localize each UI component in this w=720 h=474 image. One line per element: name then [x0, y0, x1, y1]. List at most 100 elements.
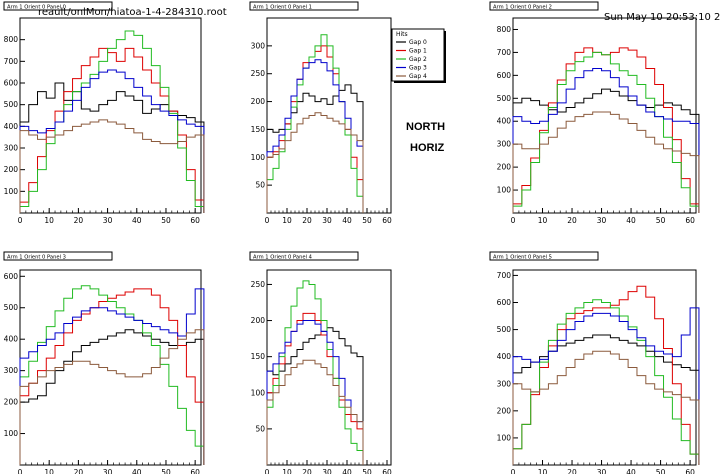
y-tick-label: 100 — [4, 187, 19, 196]
panel-title-box — [249, 251, 359, 261]
y-tick-label: 100 — [251, 388, 266, 397]
x-tick-label: 10 — [282, 468, 292, 474]
series-gap-3 — [19, 288, 205, 465]
panel-title-box — [489, 1, 599, 11]
timestamp-label: Sun May 10 20:53:10 2009 — [604, 12, 720, 23]
x-tick-label: 50 — [656, 216, 666, 225]
y-tick-label: 200 — [4, 165, 19, 174]
legend-title: Hits — [396, 31, 408, 38]
panel-title: Arm 1 Orient 0 Panel 3 — [7, 254, 66, 260]
x-tick-label: 60 — [190, 216, 200, 225]
north-label: NORTH — [406, 121, 446, 133]
series-gap-3 — [266, 320, 364, 465]
panel-title: Arm 1 Orient 0 Panel 0 — [7, 4, 66, 10]
x-tick-label: 30 — [322, 216, 332, 225]
x-tick-label: 30 — [103, 216, 113, 225]
series-gap-1 — [512, 47, 700, 213]
panel-title: Arm 1 Orient 0 Panel 1 — [253, 4, 312, 10]
y-tick-label: 600 — [4, 79, 19, 88]
plot-frame — [266, 269, 392, 466]
series-gap-4 — [19, 329, 205, 465]
series-gap-3 — [512, 67, 700, 213]
y-tick-label: 100 — [251, 153, 266, 162]
x-tick-label: 40 — [132, 216, 142, 225]
y-tick-label: 500 — [4, 100, 19, 109]
series-gap-2 — [512, 51, 700, 213]
x-tick-label: 0 — [511, 216, 516, 225]
y-tick-label: 700 — [497, 271, 512, 280]
x-tick-label: 60 — [685, 468, 695, 474]
plot-frame — [19, 17, 202, 214]
series-gap-2 — [19, 30, 205, 213]
series-gap-3 — [512, 307, 700, 465]
panel-title-box — [249, 1, 359, 11]
x-tick-label: 10 — [282, 216, 292, 225]
y-tick-label: 300 — [497, 140, 512, 149]
legend-entry: Gap 3 — [409, 65, 427, 72]
series-gap-3 — [19, 69, 205, 213]
series-gap-4 — [266, 112, 364, 213]
x-tick-label: 0 — [265, 216, 270, 225]
x-tick-label: 0 — [265, 468, 270, 474]
x-tick-label: 10 — [44, 468, 54, 474]
series-gap-0 — [512, 88, 700, 213]
panel-1: Arm 1 Orient 0 Panel 1 0 10 20 30 40 50 60 50 100… — [249, 1, 392, 225]
y-tick-label: 400 — [4, 122, 19, 131]
x-tick-label: 60 — [190, 468, 200, 474]
y-tick-label: 200 — [251, 316, 266, 325]
y-tick-label: 250 — [251, 280, 266, 289]
plot-frame — [19, 269, 202, 466]
panel-title-box — [489, 251, 599, 261]
x-tick-label: 30 — [103, 468, 113, 474]
legend-entry: Gap 4 — [409, 73, 427, 80]
series-gap-0 — [19, 329, 205, 465]
legend-entry: Gap 2 — [409, 56, 427, 63]
x-tick-label: 0 — [18, 468, 23, 474]
x-tick-label: 60 — [382, 468, 392, 474]
x-tick-label: 40 — [342, 468, 352, 474]
x-tick-label: 0 — [18, 216, 23, 225]
y-tick-label: 300 — [251, 41, 266, 50]
series-gap-4 — [512, 350, 700, 465]
x-tick-label: 10 — [538, 468, 548, 474]
series-gap-2 — [512, 299, 700, 465]
x-tick-label: 50 — [161, 468, 171, 474]
series-gap-4 — [266, 359, 364, 465]
series-gap-1 — [19, 288, 205, 465]
panel-title: Arm 1 Orient 0 Panel 2 — [493, 4, 552, 10]
y-tick-label: 700 — [497, 48, 512, 57]
x-tick-label: 30 — [597, 216, 607, 225]
x-tick-label: 60 — [685, 216, 695, 225]
panel-title: Arm 1 Orient 0 Panel 5 — [493, 254, 552, 260]
y-tick-label: 150 — [251, 125, 266, 134]
y-tick-label: 250 — [251, 69, 266, 78]
x-tick-label: 30 — [597, 468, 607, 474]
x-tick-label: 20 — [74, 468, 84, 474]
y-tick-label: 800 — [497, 25, 512, 34]
horiz-label: HORIZ — [410, 142, 445, 154]
legend-entry: Gap 0 — [409, 39, 427, 46]
panel-0: Arm 1 Orient 0 Panel 0 0 10 20 30 40 50 60 100 20… — [3, 1, 205, 225]
y-tick-label: 200 — [497, 406, 512, 415]
y-tick-label: 700 — [4, 57, 19, 66]
panel-4: Arm 1 Orient 0 Panel 4 0 10 20 30 40 50 60 50 100… — [249, 251, 392, 474]
x-tick-label: 50 — [161, 216, 171, 225]
y-tick-label: 50 — [255, 424, 265, 433]
x-tick-label: 10 — [538, 216, 548, 225]
x-tick-label: 10 — [44, 216, 54, 225]
series-gap-4 — [19, 119, 205, 213]
y-tick-label: 300 — [497, 379, 512, 388]
y-tick-label: 300 — [4, 366, 19, 375]
legend-box — [391, 28, 445, 82]
panel-title-box — [3, 1, 113, 11]
x-tick-label: 40 — [626, 468, 636, 474]
panel-2: Arm 1 Orient 0 Panel 2 0 10 20 30 40 50 60 100 20… — [489, 1, 700, 225]
x-tick-label: 40 — [342, 216, 352, 225]
legend-entry: Gap 1 — [409, 48, 427, 55]
x-tick-label: 40 — [626, 216, 636, 225]
x-tick-label: 50 — [362, 468, 372, 474]
y-tick-label: 100 — [4, 429, 19, 438]
file-path-label: reault/onlMon/hiatoa-1-4-284310.root — [38, 7, 227, 18]
